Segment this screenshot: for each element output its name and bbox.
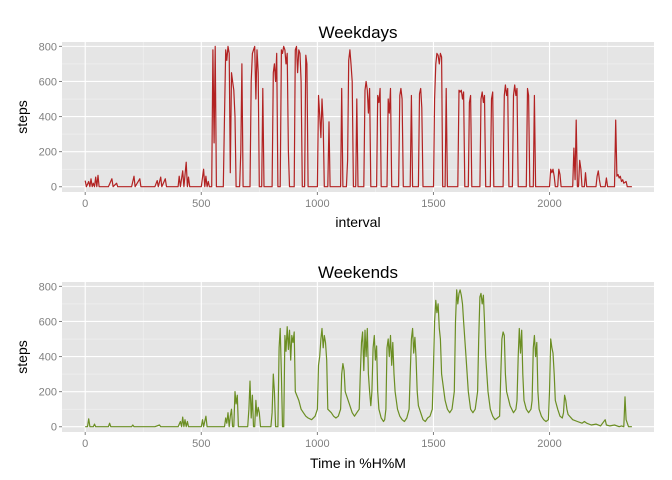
weekdays-y-axis-title: steps xyxy=(14,100,30,133)
weekdays-steps-series-line xyxy=(84,45,632,188)
weekdays-x-tick-label: 2000 xyxy=(537,198,561,210)
weekdays-x-axis-title: interval xyxy=(335,214,380,230)
weekends-panel-title: Weekends xyxy=(318,263,398,282)
weekends-y-axis-title: steps xyxy=(14,340,30,373)
weekends-y-tick-label: 0 xyxy=(51,422,57,434)
weekends-x-tick-label: 1500 xyxy=(421,438,445,450)
weekdays-x-tick-label: 1000 xyxy=(305,198,329,210)
weekdays-y-tick-label: 800 xyxy=(39,41,57,53)
weekends-x-axis-title: Time in %H%M xyxy=(310,455,406,471)
weekdays-x-tick-label: 1500 xyxy=(421,198,445,210)
weekends-x-tick-label: 500 xyxy=(192,438,210,450)
weekdays-panel-title: Weekdays xyxy=(318,23,397,42)
weekends-steps-series-line xyxy=(85,289,632,428)
weekends-y-tick-label: 200 xyxy=(39,387,57,399)
weekends-y-tick-label: 400 xyxy=(39,352,57,364)
weekdays-y-tick-label: 0 xyxy=(51,182,57,194)
weekends-x-tick-label: 0 xyxy=(82,438,88,450)
weekends-y-tick-label: 600 xyxy=(39,316,57,328)
weekends-x-tick-label: 1000 xyxy=(305,438,329,450)
weekdays-x-tick-label: 0 xyxy=(82,198,88,210)
weekends-y-tick-label: 800 xyxy=(39,281,57,293)
weekdays-panel: 0 500 1000 1500 2000 0 200 400 600 800 Weekdays int… xyxy=(14,23,654,230)
weekends-x-tick-label: 2000 xyxy=(537,438,561,450)
weekdays-y-tick-label: 200 xyxy=(39,147,57,159)
weekdays-y-tick-label: 600 xyxy=(39,76,57,88)
weekdays-y-tick-label: 400 xyxy=(39,112,57,124)
weekends-panel: 0 500 1000 1500 2000 0 200 400 600 800 Weekends Tim… xyxy=(14,263,654,471)
weekdays-x-tick-label: 500 xyxy=(192,198,210,210)
